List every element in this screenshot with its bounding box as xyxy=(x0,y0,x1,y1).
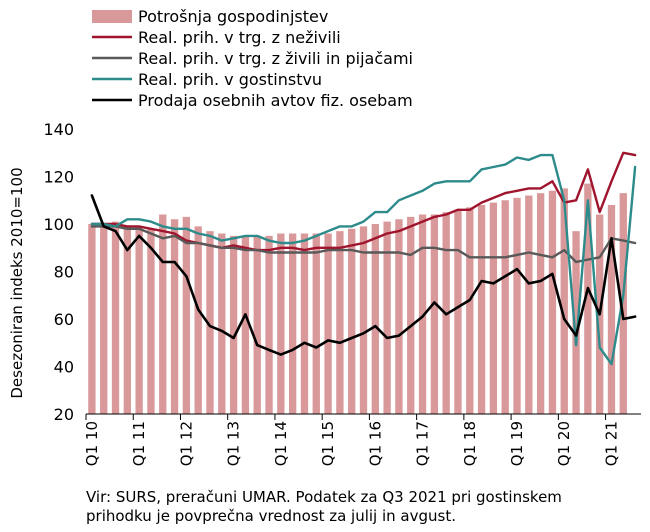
bar xyxy=(607,205,616,414)
bar xyxy=(477,205,486,414)
bar xyxy=(407,216,415,414)
bar xyxy=(525,195,533,414)
bar xyxy=(466,207,474,414)
y-tick-label: 120 xyxy=(43,168,74,187)
bar xyxy=(336,231,344,414)
bar xyxy=(324,233,332,414)
x-tick-label: Q1 19 xyxy=(508,421,526,466)
bar xyxy=(513,197,521,414)
bar xyxy=(111,221,120,414)
y-tick-label: 60 xyxy=(54,310,74,329)
x-tick-label: Q1 15 xyxy=(319,421,337,466)
bar xyxy=(229,235,238,414)
y-tick-label: 140 xyxy=(43,120,74,139)
series-line-4 xyxy=(90,194,637,356)
series-line-2 xyxy=(90,225,637,264)
bar xyxy=(170,219,179,414)
legend: Potrošnja gospodinjstev Real. prih. v trg… xyxy=(92,7,413,110)
x-tick-label: Q1 17 xyxy=(414,421,432,466)
bar xyxy=(135,226,143,414)
y-axis-label: Desezoniran indeks 2010=100 xyxy=(8,167,26,398)
bar xyxy=(572,231,580,414)
bar xyxy=(123,226,131,414)
chart: Potrošnja gospodinjstev Real. prih. v trg… xyxy=(8,7,641,466)
y-tick-label: 80 xyxy=(54,263,74,282)
bar xyxy=(489,202,498,414)
y-tick-label: 20 xyxy=(54,405,74,424)
bar xyxy=(100,224,108,414)
series-line-1 xyxy=(90,151,637,252)
bar xyxy=(430,214,439,414)
bar xyxy=(300,233,309,414)
bar xyxy=(147,228,155,414)
bar xyxy=(88,224,96,414)
x-tick-label: Q1 18 xyxy=(461,421,479,466)
x-tick-label: Q1 13 xyxy=(225,421,243,466)
x-tick-label: Q1 12 xyxy=(177,421,195,466)
bar xyxy=(584,183,592,414)
bar xyxy=(418,214,427,414)
bar-series xyxy=(88,183,627,414)
legend-label: Prodaja osebnih avtov fiz. osebam xyxy=(138,91,413,110)
x-tick-label: Q1 16 xyxy=(366,421,384,466)
bar xyxy=(619,193,627,414)
bar xyxy=(548,190,557,414)
bar xyxy=(241,235,250,414)
legend-label: Real. prih. v trg. z neživili xyxy=(138,28,341,47)
x-tick-label: Q1 11 xyxy=(130,421,148,466)
x-tick-label: Q1 10 xyxy=(83,421,101,466)
bar xyxy=(312,233,320,414)
bar xyxy=(265,235,273,414)
legend-label: Real. prih. v gostinstvu xyxy=(138,70,322,89)
x-tick-label: Q1 21 xyxy=(603,421,621,466)
bar xyxy=(371,224,379,414)
bar xyxy=(536,193,545,414)
bar xyxy=(194,226,202,414)
bar xyxy=(253,235,261,414)
legend-swatch xyxy=(92,10,132,23)
source-note: Vir: SURS, preračuni UMAR. Podatek za Q3… xyxy=(86,488,626,526)
bar xyxy=(206,231,214,414)
bar xyxy=(182,216,191,414)
x-axis-ticks: Q1 10 Q1 11 Q1 12 Q1 13 Q1 14 Q1 15 Q1 16 Q1 17… xyxy=(83,414,621,466)
line-series xyxy=(90,151,637,366)
bar xyxy=(218,233,226,414)
bar xyxy=(159,214,167,414)
bar xyxy=(383,221,391,414)
y-tick-label: 100 xyxy=(43,215,74,234)
x-tick-label: Q1 14 xyxy=(272,421,290,466)
x-tick-label: Q1 20 xyxy=(555,421,573,466)
bar xyxy=(395,219,403,414)
series-line-3 xyxy=(90,153,637,366)
source-note-line-1: Vir: SURS, preračuni UMAR. Podatek za Q3… xyxy=(86,488,562,506)
legend-label: Real. prih. v trg. z živili in pijačami xyxy=(138,49,413,68)
bar xyxy=(560,188,568,414)
bar xyxy=(277,233,285,414)
bar xyxy=(359,226,368,414)
legend-label: Potrošnja gospodinjstev xyxy=(138,7,328,26)
y-axis-ticks: 20 40 60 80 100 120 140 xyxy=(43,120,74,424)
bar xyxy=(288,233,297,414)
bar xyxy=(454,209,462,414)
y-tick-label: 40 xyxy=(54,358,74,377)
bar xyxy=(348,228,356,414)
source-note-line-2: prihodku je povprečna vrednost za julij … xyxy=(86,507,456,525)
bar xyxy=(501,200,509,414)
